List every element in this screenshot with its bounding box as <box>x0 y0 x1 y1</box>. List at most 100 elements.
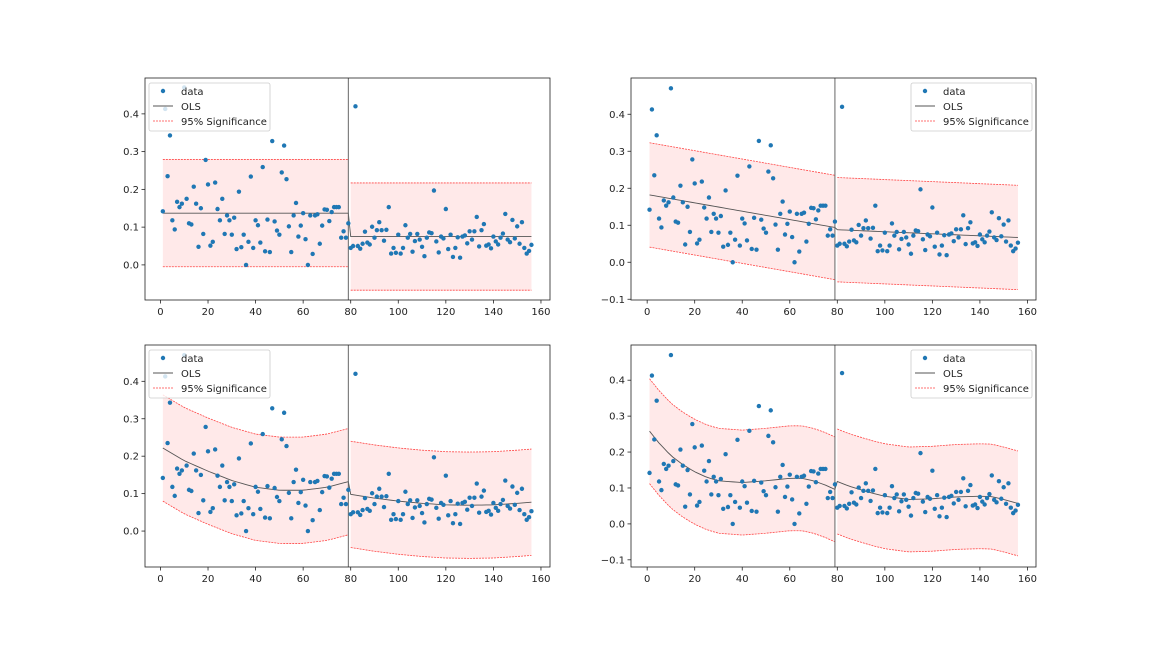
data-point <box>692 445 697 450</box>
data-point <box>737 243 743 248</box>
data-point <box>374 227 380 233</box>
x-tick-label: 100 <box>389 307 408 318</box>
data-point <box>927 496 933 501</box>
data-point <box>956 497 961 503</box>
data-point <box>377 486 382 491</box>
data-point <box>942 233 947 238</box>
data-point <box>666 200 671 205</box>
data-point <box>222 498 227 503</box>
data-point <box>512 236 518 241</box>
data-point <box>806 484 811 489</box>
data-point <box>417 503 422 509</box>
data-point <box>706 195 712 200</box>
ols-line <box>649 194 1018 238</box>
data-point <box>277 498 282 504</box>
data-point <box>272 485 277 491</box>
y-tick-label: 0.0 <box>609 258 625 269</box>
data-point <box>656 216 662 221</box>
data-point <box>901 492 907 497</box>
data-point <box>1015 240 1021 245</box>
data-point <box>293 467 299 472</box>
data-point <box>519 220 525 225</box>
data-point <box>823 466 828 472</box>
data-point <box>999 234 1004 239</box>
data-point <box>286 490 292 496</box>
data-point <box>346 221 351 226</box>
legend-label-ols: OLS <box>181 369 201 380</box>
data-point <box>949 231 954 236</box>
data-point <box>174 466 180 471</box>
data-point <box>906 504 911 509</box>
y-tick-label: 0.3 <box>123 147 139 158</box>
data-point <box>740 479 745 484</box>
data-point <box>932 506 937 512</box>
subplot-1: 0 20 40 60 80 100 120 140 160 0.0 0.1 0.2 0.3 0.4 data… <box>123 77 551 318</box>
data-point <box>953 489 959 495</box>
data-point <box>231 215 237 220</box>
data-point <box>241 498 246 504</box>
data-point <box>732 499 738 505</box>
data-point <box>393 516 399 522</box>
data-point <box>324 207 330 212</box>
data-point <box>448 232 453 237</box>
data-point <box>856 222 861 228</box>
data-point <box>303 503 308 508</box>
data-point <box>716 492 721 498</box>
data-point <box>675 220 681 225</box>
data-point <box>730 260 735 265</box>
data-point <box>747 164 752 169</box>
data-point <box>310 251 315 257</box>
data-point <box>725 242 731 248</box>
data-point <box>455 235 460 240</box>
data-point <box>436 516 441 521</box>
axes-frame <box>630 77 1037 301</box>
data-point <box>896 247 902 252</box>
legend-label-band: 95% Significance <box>181 117 267 128</box>
data-point <box>429 497 434 502</box>
data-point <box>942 495 947 500</box>
data-point <box>167 400 173 405</box>
data-point <box>858 233 864 238</box>
data-point <box>381 238 387 243</box>
data-point <box>260 431 265 437</box>
data-point <box>415 231 420 237</box>
x-tick-label: 0 <box>157 307 163 318</box>
data-point <box>785 221 790 226</box>
data-point <box>476 510 482 515</box>
data-point <box>296 500 301 506</box>
data-point <box>904 235 909 240</box>
upper-95-line <box>162 394 349 438</box>
lower-95-line <box>649 246 835 281</box>
data-point <box>220 196 225 202</box>
data-point <box>417 237 422 242</box>
data-point <box>407 231 413 237</box>
data-point <box>716 230 721 235</box>
confidence-band-fill <box>837 429 1018 556</box>
data-point <box>191 451 196 456</box>
data-point <box>227 218 232 223</box>
data-point <box>281 143 287 148</box>
data-point <box>858 495 864 501</box>
data-point <box>987 491 992 497</box>
data-point <box>462 233 468 238</box>
legend-label-ols: OLS <box>943 102 963 113</box>
legend-label-band: 95% Significance <box>943 117 1029 128</box>
data-point <box>253 218 258 223</box>
data-point <box>830 233 835 238</box>
data-point <box>728 492 733 498</box>
data-point <box>258 506 263 512</box>
data-point <box>374 494 380 499</box>
data-point <box>472 229 477 234</box>
data-point <box>875 248 880 254</box>
data-point <box>224 213 230 218</box>
data-point <box>668 352 674 358</box>
data-point <box>262 515 268 520</box>
data-point <box>205 182 211 187</box>
data-point <box>968 482 973 488</box>
data-point <box>918 187 923 192</box>
data-point <box>839 104 845 110</box>
data-point <box>208 509 213 515</box>
data-point <box>751 478 757 483</box>
data-point <box>704 216 709 221</box>
